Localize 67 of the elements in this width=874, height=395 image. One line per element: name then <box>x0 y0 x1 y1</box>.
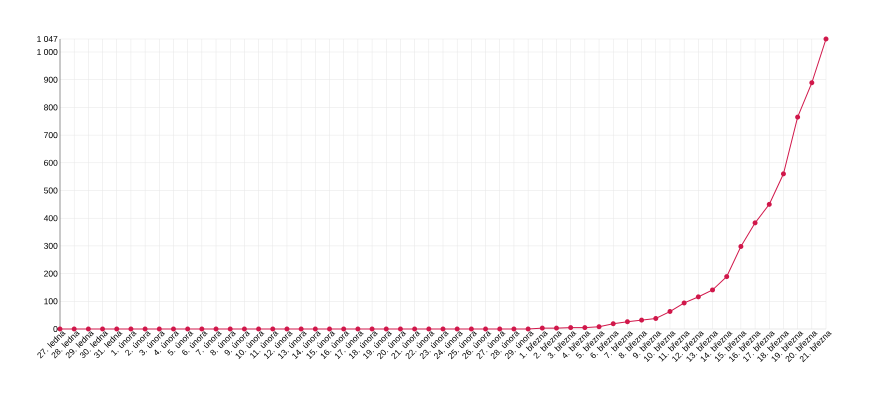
point <box>440 326 446 332</box>
point <box>724 274 730 280</box>
point <box>809 80 814 86</box>
point <box>142 326 148 332</box>
point <box>497 326 502 332</box>
point <box>526 326 531 332</box>
point <box>242 326 247 332</box>
point <box>156 326 162 332</box>
point <box>370 326 375 332</box>
point <box>256 326 262 332</box>
y-tick-label: 0 <box>53 326 58 332</box>
point <box>653 316 658 321</box>
point <box>682 300 687 306</box>
y-tick-label: 1 000 <box>37 49 58 56</box>
point <box>398 326 403 332</box>
point <box>696 294 701 300</box>
point <box>710 287 716 292</box>
point <box>468 326 474 332</box>
point <box>341 326 346 332</box>
point <box>228 326 233 332</box>
point <box>185 326 190 332</box>
y-tick-label: 1 047 <box>37 36 58 42</box>
point <box>795 114 800 120</box>
y-tick-label: 600 <box>44 160 58 166</box>
point <box>752 220 758 226</box>
point <box>355 326 360 332</box>
point <box>511 326 516 332</box>
point <box>667 309 672 314</box>
point <box>199 326 204 332</box>
y-tick-label: 500 <box>44 188 58 194</box>
y-tick-label: 900 <box>44 76 58 83</box>
point <box>766 202 772 207</box>
point <box>554 326 559 331</box>
point <box>483 326 488 332</box>
point <box>327 326 332 332</box>
point <box>298 326 304 332</box>
point <box>426 326 432 332</box>
point <box>780 171 786 176</box>
point <box>596 324 602 330</box>
y-tick-label: 400 <box>44 215 58 222</box>
point <box>284 326 290 332</box>
point <box>610 321 616 326</box>
point <box>170 326 176 332</box>
point <box>384 326 389 332</box>
point <box>582 325 588 330</box>
point <box>270 326 276 332</box>
point <box>639 318 644 323</box>
point <box>824 36 828 42</box>
point <box>624 319 630 324</box>
point <box>86 326 91 332</box>
y-tick-label: 200 <box>44 270 58 277</box>
point <box>454 326 460 332</box>
point <box>214 326 219 332</box>
point <box>100 326 106 332</box>
y-tick-label: 100 <box>44 298 58 304</box>
point <box>738 244 744 249</box>
point <box>114 326 120 332</box>
point <box>58 326 62 332</box>
point <box>72 326 77 332</box>
point <box>128 326 134 332</box>
y-tick-label: 800 <box>44 104 58 110</box>
point <box>312 326 318 332</box>
point <box>540 326 545 331</box>
point <box>568 325 574 330</box>
y-tick-label: 700 <box>44 132 58 138</box>
y-tick-label: 300 <box>44 242 58 249</box>
point <box>412 326 418 332</box>
